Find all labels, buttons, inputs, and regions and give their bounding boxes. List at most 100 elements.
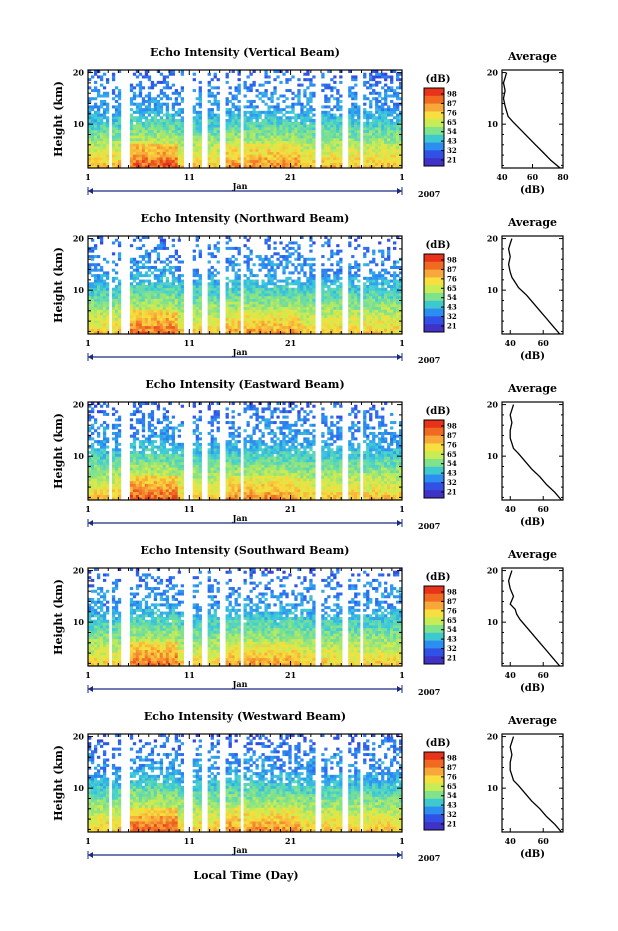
heatmap-cell: [168, 268, 173, 272]
heatmap-cell: [225, 159, 229, 163]
heatmap-cell: [339, 268, 343, 272]
heatmap-cell: [174, 317, 179, 321]
heatmap-cell: [276, 140, 280, 144]
heatmap-cell: [324, 320, 328, 324]
heatmap-cell: [132, 151, 137, 155]
heatmap-cell: [396, 295, 400, 299]
heatmap-cell: [252, 323, 256, 327]
heatmap-cell: [288, 306, 292, 310]
heatmap-cell: [300, 268, 304, 272]
heatmap-cell: [267, 97, 271, 101]
heatmap-cell: [354, 143, 358, 147]
heatmap-cell: [303, 148, 307, 152]
heatmap-cell: [99, 143, 104, 147]
heatmap-cell: [357, 317, 361, 321]
heatmap-cell: [111, 331, 116, 335]
heatmap-cell: [207, 143, 211, 147]
heatmap-cell: [237, 70, 241, 74]
heatmap-cell: [150, 135, 155, 139]
heatmap-cell: [357, 121, 361, 125]
heatmap-cell: [396, 165, 400, 169]
heatmap-cell: [339, 314, 343, 318]
heatmap-cell: [228, 323, 232, 327]
heatmap-cell: [150, 83, 155, 87]
heatmap-cell: [366, 290, 370, 294]
heatmap-cell: [96, 268, 101, 272]
heatmap-cell: [330, 165, 334, 169]
heatmap-cell: [294, 301, 298, 305]
heatmap-cell: [156, 285, 161, 289]
heatmap-cell: [231, 293, 235, 297]
heatmap-cell: [372, 159, 376, 163]
heatmap-cell: [93, 255, 98, 259]
heatmap-cell: [351, 143, 355, 147]
heatmap-cell: [195, 97, 199, 101]
heatmap-cell: [333, 293, 337, 297]
heatmap-cell: [303, 151, 307, 155]
heatmap-cell: [330, 78, 334, 82]
heatmap-cell: [324, 276, 328, 280]
heatmap-cell: [171, 295, 176, 299]
heatmap-cell: [270, 320, 274, 324]
heatmap-cell: [129, 309, 134, 313]
heatmap-cell: [159, 151, 164, 155]
heatmap-cell: [375, 274, 379, 278]
heatmap-cell: [399, 113, 403, 117]
heatmap-cell: [294, 138, 298, 142]
heatmap-cell: [363, 143, 367, 147]
heatmap-cell: [339, 80, 343, 84]
heatmap-cell: [192, 301, 196, 305]
heatmap-cell: [309, 298, 313, 302]
heatmap-cell: [171, 154, 176, 158]
heatmap-cell: [396, 143, 400, 147]
heatmap-cell: [297, 99, 301, 103]
heatmap-cell: [399, 116, 403, 120]
average-x-tick-label: 80: [557, 172, 569, 182]
heatmap-cell: [138, 119, 143, 123]
heatmap-cell: [378, 317, 382, 321]
heatmap-cell: [264, 317, 268, 321]
heatmap-cell: [252, 154, 256, 158]
heatmap-cell: [88, 138, 92, 142]
heatmap-cell: [300, 325, 304, 329]
heatmap-cell: [276, 102, 280, 106]
heatmap-cell: [111, 119, 116, 123]
heatmap-cell: [165, 80, 170, 84]
heatmap-cell: [399, 102, 403, 106]
heatmap-cell: [387, 323, 391, 327]
heatmap-cell: [102, 127, 107, 131]
heatmap-cell: [129, 301, 134, 305]
heatmap-cell: [135, 138, 140, 142]
heatmap-cell: [111, 132, 116, 136]
heatmap-cell: [174, 306, 179, 310]
heatmap-cell: [375, 70, 379, 74]
heatmap-cell: [384, 287, 388, 291]
heatmap-cell: [147, 257, 152, 261]
heatmap-cell: [273, 78, 277, 82]
heatmap-cell: [246, 132, 250, 136]
heatmap-cell: [372, 323, 376, 327]
heatmap-cell: [306, 78, 310, 82]
heatmap-cell: [396, 151, 400, 155]
heatmap-cell: [153, 132, 158, 136]
heatmap-cell: [147, 255, 152, 259]
heatmap-cell: [324, 306, 328, 310]
heatmap-cell: [192, 285, 196, 289]
heatmap-cell: [132, 320, 137, 324]
heatmap-cell: [324, 151, 328, 155]
heatmap-cell: [363, 165, 367, 169]
heatmap-cell: [294, 320, 298, 324]
heatmap-cell: [297, 165, 301, 169]
heatmap-cell: [321, 274, 325, 278]
heatmap-cell: [88, 304, 92, 308]
heatmap-cell: [111, 135, 116, 139]
heatmap-cell: [363, 159, 367, 163]
heatmap-cell: [306, 325, 310, 329]
heatmap-cell: [264, 129, 268, 133]
heatmap-cell: [141, 265, 146, 269]
heatmap-cell: [96, 328, 101, 332]
heatmap-cell: [300, 304, 304, 308]
heatmap-cell: [291, 317, 295, 321]
heatmap-cell: [210, 91, 214, 95]
heatmap-cell: [375, 146, 379, 150]
